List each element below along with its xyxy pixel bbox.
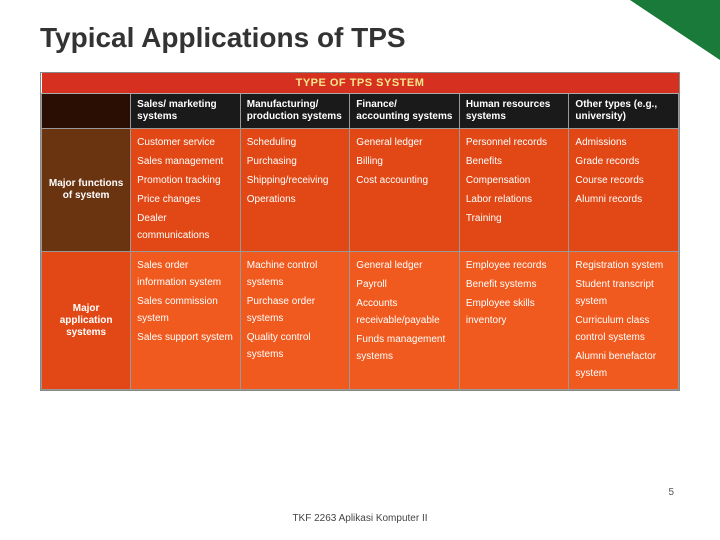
column-header: Finance/ accounting systems (350, 94, 460, 129)
column-header-row: Sales/ marketing systemsManufacturing/ p… (42, 94, 679, 129)
cell-item: Billing (356, 153, 453, 170)
row-label: Major application systems (42, 252, 131, 390)
cell-item: Benefits (466, 153, 563, 170)
cell-item: Benefit systems (466, 276, 563, 293)
cell-item: Personnel records (466, 134, 563, 151)
table-cell: Machine control systemsPurchase order sy… (240, 252, 350, 390)
cell-item: Sales order information system (137, 257, 234, 291)
cell-item: Purchasing (247, 153, 344, 170)
cell-item: Operations (247, 191, 344, 208)
cell-item: General ledger (356, 257, 453, 274)
corner-decoration (630, 0, 720, 60)
table-cell: Admissions Grade records Course records Alu… (569, 129, 679, 252)
table-cell: Sales order information systemSales comm… (131, 252, 241, 390)
cell-item: Course records (575, 172, 672, 189)
table-row: Major application systemsSales order inf… (42, 252, 679, 390)
table-cell: Employee records Benefit systems Employee … (459, 252, 569, 390)
cell-item: Employee records (466, 257, 563, 274)
cell-item: Student transcript system (575, 276, 672, 310)
cell-item: Dealer communications (137, 210, 234, 244)
cell-item: Scheduling (247, 134, 344, 151)
cell-item: Price changes (137, 191, 234, 208)
cell-item: Alumni records (575, 191, 672, 208)
cell-item: Registration system (575, 257, 672, 274)
cell-item: Alumni benefactor system (575, 348, 672, 382)
column-header: Human resources systems (459, 94, 569, 129)
cell-item: Promotion tracking (137, 172, 234, 189)
cell-item: Training (466, 210, 563, 227)
cell-item: Cost accounting (356, 172, 453, 189)
cell-item: Sales support system (137, 329, 234, 346)
table-banner-row: TYPE OF TPS SYSTEM (42, 73, 679, 94)
cell-item: Admissions (575, 134, 672, 151)
cell-item: Shipping/receiving (247, 172, 344, 189)
table-cell: Personnel records Benefits Compensation Lab… (459, 129, 569, 252)
column-header-blank (42, 94, 131, 129)
table-cell: Registration system Student transcript sy… (569, 252, 679, 390)
column-header: Manufacturing/ production systems (240, 94, 350, 129)
cell-item: Funds management systems (356, 331, 453, 365)
table-cell: General ledger Payroll Accounts receivable… (350, 252, 460, 390)
cell-item: Customer service (137, 134, 234, 151)
column-header: Other types (e.g., university) (569, 94, 679, 129)
cell-item: Sales commission system (137, 293, 234, 327)
cell-item: Grade records (575, 153, 672, 170)
cell-item: Quality control systems (247, 329, 344, 363)
table-cell: Customer service Sales management Promotio… (131, 129, 241, 252)
table-cell: Scheduling Purchasing Shipping/receiving Op… (240, 129, 350, 252)
cell-item: Compensation (466, 172, 563, 189)
table-cell: General ledger Billing Cost accounting (350, 129, 460, 252)
cell-item: Payroll (356, 276, 453, 293)
table-row: Major functions of systemCustomer servic… (42, 129, 679, 252)
cell-item: General ledger (356, 134, 453, 151)
cell-item: Employee skills inventory (466, 295, 563, 329)
cell-item: Machine control systems (247, 257, 344, 291)
cell-item: Purchase order systems (247, 293, 344, 327)
page-number: 5 (668, 487, 674, 498)
cell-item: Labor relations (466, 191, 563, 208)
cell-item: Sales management (137, 153, 234, 170)
tps-table: TYPE OF TPS SYSTEM Sales/ marketing syst… (41, 73, 679, 390)
slide-footer: TKF 2263 Aplikasi Komputer II (0, 513, 720, 524)
tps-table-container: TYPE OF TPS SYSTEM Sales/ marketing syst… (40, 72, 680, 391)
cell-item: Curriculum class control systems (575, 312, 672, 346)
column-header: Sales/ marketing systems (131, 94, 241, 129)
table-banner: TYPE OF TPS SYSTEM (42, 73, 679, 94)
row-label: Major functions of system (42, 129, 131, 252)
cell-item: Accounts receivable/payable (356, 295, 453, 329)
slide-title: Typical Applications of TPS (0, 0, 720, 54)
